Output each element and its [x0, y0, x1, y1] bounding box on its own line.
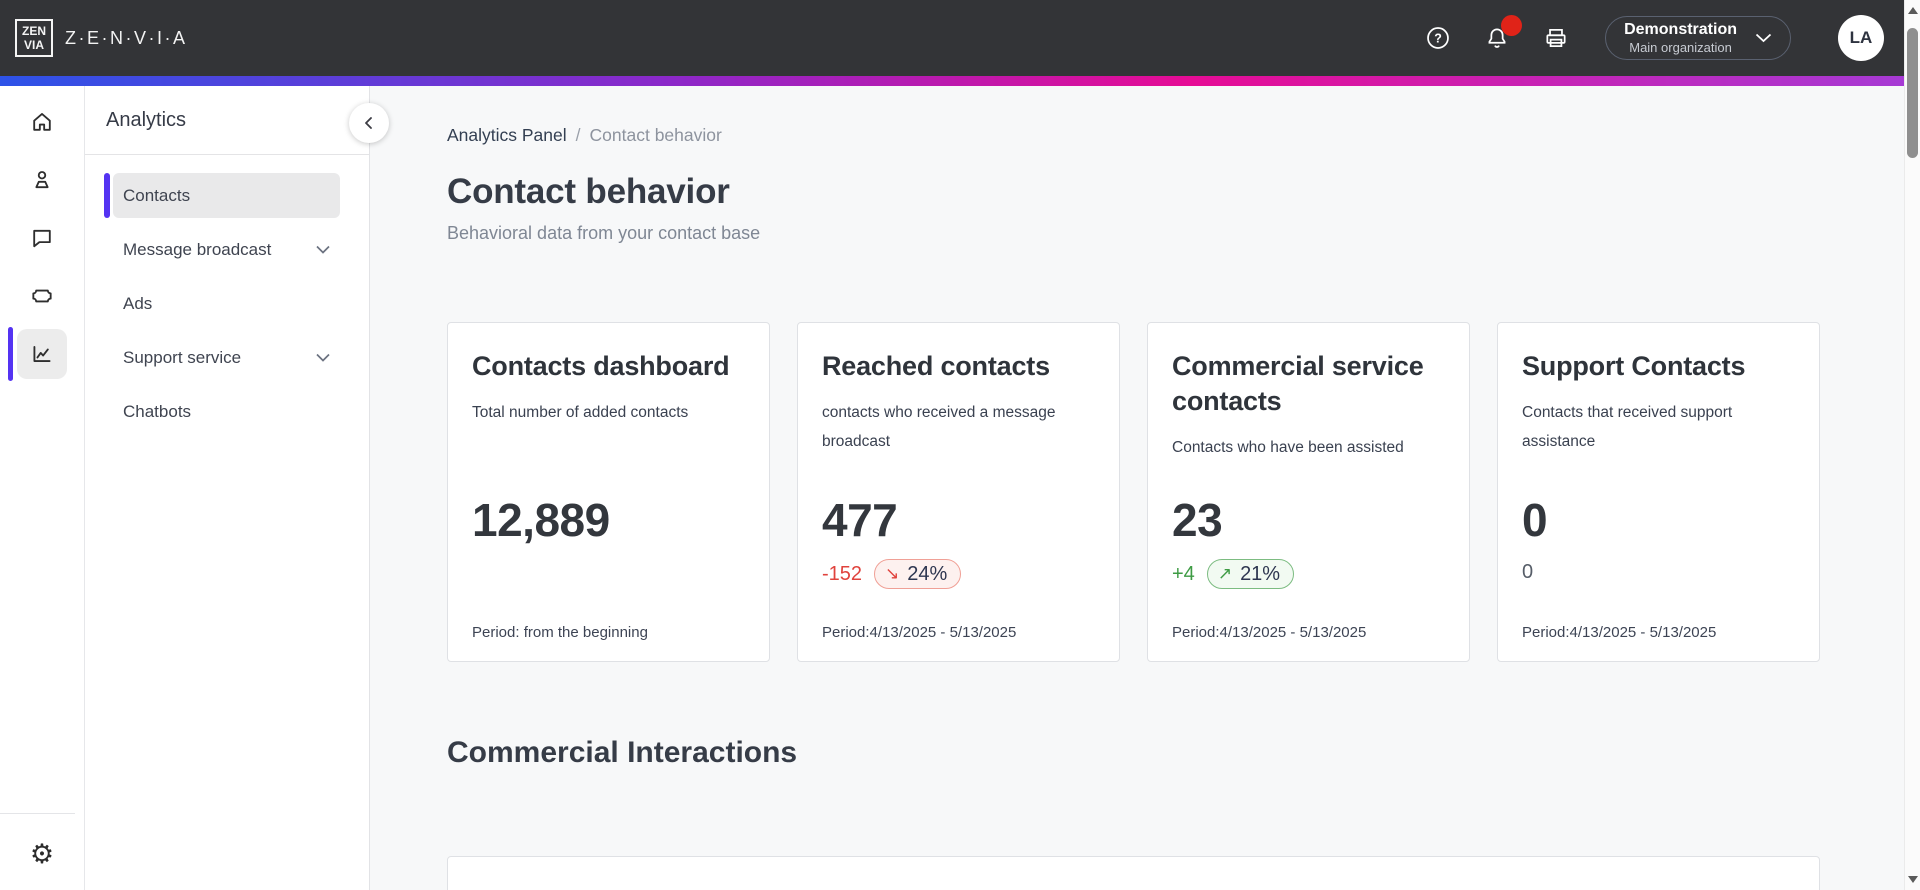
card-description: Contacts that received support assistanc… [1522, 404, 1733, 450]
nav-conversations-button[interactable] [17, 213, 67, 263]
zenvia-logo[interactable]: ZEN VIA Z·E·N·V·I·A [14, 18, 187, 58]
print-button[interactable] [1536, 18, 1576, 58]
person-icon [35, 171, 49, 189]
sidebar-menu: Contacts Message broadcast Ads Support s… [85, 155, 369, 434]
nav-rail: ⚙ [0, 86, 85, 890]
breadcrumb-separator: / [575, 125, 581, 145]
card-title: Contacts dashboard [472, 351, 730, 381]
topbar-actions: ? Demonstration Main organization [1418, 15, 1884, 61]
card-value: 0 [1522, 494, 1548, 546]
chevron-down-icon [316, 353, 330, 362]
settings-button[interactable]: ⚙ [22, 834, 62, 874]
sidebar-title: Analytics [85, 86, 369, 155]
sidebar-item-message-broadcast[interactable]: Message broadcast [113, 227, 340, 272]
trend-badge: ↘ 24% [874, 559, 962, 589]
kpi-cards-row: Contacts dashboard Total number of added… [447, 322, 1920, 662]
section-title-commercial-interactions: Commercial Interactions [447, 736, 798, 769]
home-icon [33, 113, 51, 131]
organization-subtitle: Main organization [1629, 39, 1732, 55]
scrollbar-down-arrow[interactable] [1908, 876, 1918, 883]
page-scrollbar[interactable] [1904, 0, 1920, 890]
card-description: contacts who received a message broadcas… [822, 404, 1056, 450]
chevron-down-icon [316, 245, 330, 254]
card-contacts-dashboard: Contacts dashboard Total number of added… [447, 322, 770, 662]
scrollbar-thumb[interactable] [1907, 28, 1918, 158]
chevron-left-icon [365, 117, 372, 129]
notification-dot [1501, 15, 1523, 36]
printer-icon [1546, 29, 1566, 47]
main-content: Analytics Panel / Contact behavior Conta… [370, 86, 1920, 890]
card-support-contacts: Support Contacts Contacts that received … [1497, 322, 1820, 662]
svg-text:ZEN: ZEN [22, 24, 46, 38]
svg-text:?: ? [1434, 31, 1442, 45]
trend-percent: 21% [1240, 562, 1281, 585]
notifications-button[interactable] [1477, 15, 1523, 58]
card-title: Support Contacts [1522, 351, 1746, 381]
trend-up-icon: ↗ [1217, 564, 1233, 583]
ticket-icon [32, 289, 52, 303]
bell-icon [1488, 28, 1506, 48]
card-title: Reached contacts [822, 351, 1050, 381]
sidebar-item-contacts[interactable]: Contacts [104, 173, 340, 218]
nav-tickets-button[interactable] [17, 271, 67, 321]
user-avatar[interactable]: LA [1838, 15, 1884, 61]
commercial-interactions-card [447, 856, 1820, 890]
trend-badge: ↗ 21% [1206, 559, 1295, 589]
card-reached-contacts: Reached contacts contacts who received a… [797, 322, 1120, 662]
card-commercial-service-contacts: Commercial service contacts Contacts who… [1147, 322, 1470, 662]
trend-percent: 24% [907, 562, 948, 585]
sidebar-item-chatbots[interactable]: Chatbots [123, 401, 192, 421]
sidebar-collapse-button[interactable] [349, 103, 389, 143]
card-description: Contacts who have been assisted [1172, 439, 1404, 456]
card-period: Period:4/13/2025 - 5/13/2025 [1522, 624, 1717, 641]
breadcrumb-current: Contact behavior [589, 125, 722, 145]
rail-divider [0, 813, 75, 814]
breadcrumb-analytics-panel[interactable]: Analytics Panel [447, 125, 567, 145]
trend-down-icon: ↘ [885, 564, 900, 583]
breadcrumb: Analytics Panel / Contact behavior [447, 125, 1920, 146]
scrollbar-up-arrow[interactable] [1908, 7, 1918, 14]
card-description: Total number of added contacts [472, 404, 689, 421]
card-value: 23 [1172, 494, 1223, 546]
organization-switcher[interactable]: Demonstration Main organization [1605, 16, 1791, 60]
brand-wordmark: Z·E·N·V·I·A [65, 27, 188, 48]
card-delta: +4 [1172, 562, 1195, 585]
help-button[interactable]: ? [1418, 18, 1458, 58]
nav-contacts-button[interactable] [17, 155, 67, 205]
chat-bubble-icon [33, 229, 51, 248]
line-chart-icon [33, 346, 51, 362]
card-delta: -152 [822, 562, 863, 585]
zenvia-logo-icon: ZEN VIA [15, 19, 53, 57]
page-subtitle: Behavioral data from your contact base [447, 223, 761, 243]
svg-text:VIA: VIA [24, 38, 44, 52]
card-value: 477 [822, 494, 898, 546]
sidebar-item-ads[interactable]: Ads [123, 293, 153, 313]
topbar: ZEN VIA Z·E·N·V·I·A ? [0, 0, 1920, 76]
card-secondary-value: 0 [1522, 561, 1534, 583]
card-period: Period: from the beginning [472, 624, 648, 641]
gear-icon: ⚙ [29, 839, 55, 869]
analytics-sidebar: Analytics Contacts Message broadcast Ads… [85, 86, 389, 890]
sidebar-item-support-service[interactable]: Support service [113, 335, 340, 380]
card-title: Commercial service contacts [1172, 351, 1424, 416]
help-icon: ? [1427, 27, 1449, 49]
nav-home-button[interactable] [17, 97, 67, 147]
card-period: Period:4/13/2025 - 5/13/2025 [822, 624, 1017, 641]
card-value: 12,889 [472, 494, 610, 546]
nav-analytics-button[interactable] [8, 327, 67, 381]
card-period: Period:4/13/2025 - 5/13/2025 [1172, 624, 1367, 641]
organization-name: Demonstration [1624, 20, 1737, 38]
brand-gradient-bar [0, 76, 1920, 86]
page-title: Contact behavior [447, 172, 730, 211]
chevron-down-icon [1755, 33, 1772, 43]
